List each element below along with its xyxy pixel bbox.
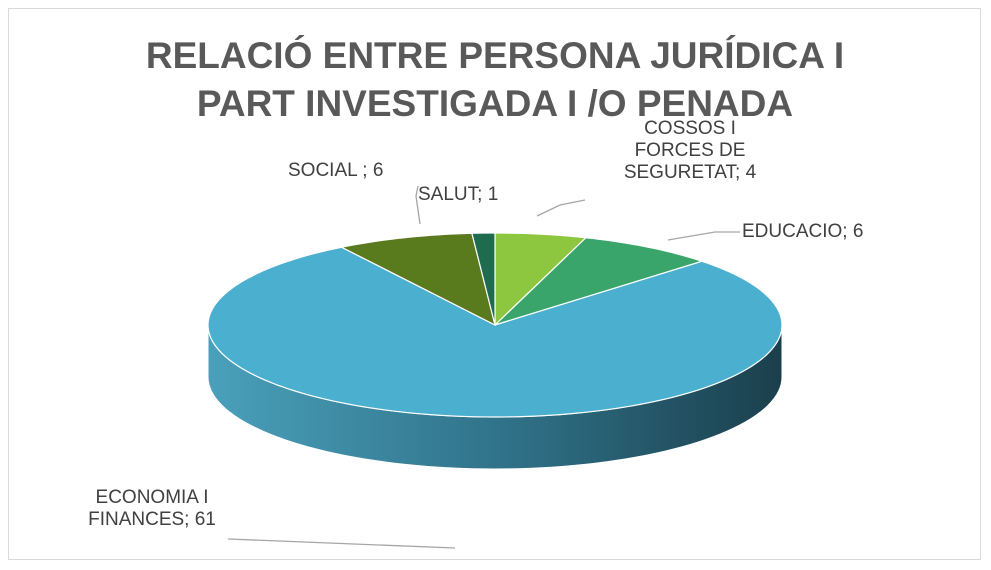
leader-lines [227, 185, 740, 549]
slice [207, 246, 783, 418]
chart-frame [8, 8, 981, 560]
pie [207, 232, 783, 470]
leader-line [227, 538, 456, 549]
slice [471, 232, 496, 326]
data-label: SOCIAL ; 6 [288, 160, 384, 181]
data-label: SALUT; 1 [418, 184, 499, 205]
leader-line [415, 185, 421, 225]
slice [494, 232, 588, 327]
slice [494, 237, 704, 326]
leader-line [536, 199, 586, 217]
leader-line [667, 231, 740, 241]
slice [339, 232, 496, 327]
data-label: EDUCACIO; 6 [742, 221, 864, 242]
data-label: ECONOMIA I FINANCES; 61 [88, 487, 216, 530]
data-label: COSSOS I FORCES DE SEGURETAT; 4 [623, 118, 757, 183]
chart-title: RELACIÓ ENTRE PERSONA JURÍDICA I PART IN… [145, 35, 845, 124]
